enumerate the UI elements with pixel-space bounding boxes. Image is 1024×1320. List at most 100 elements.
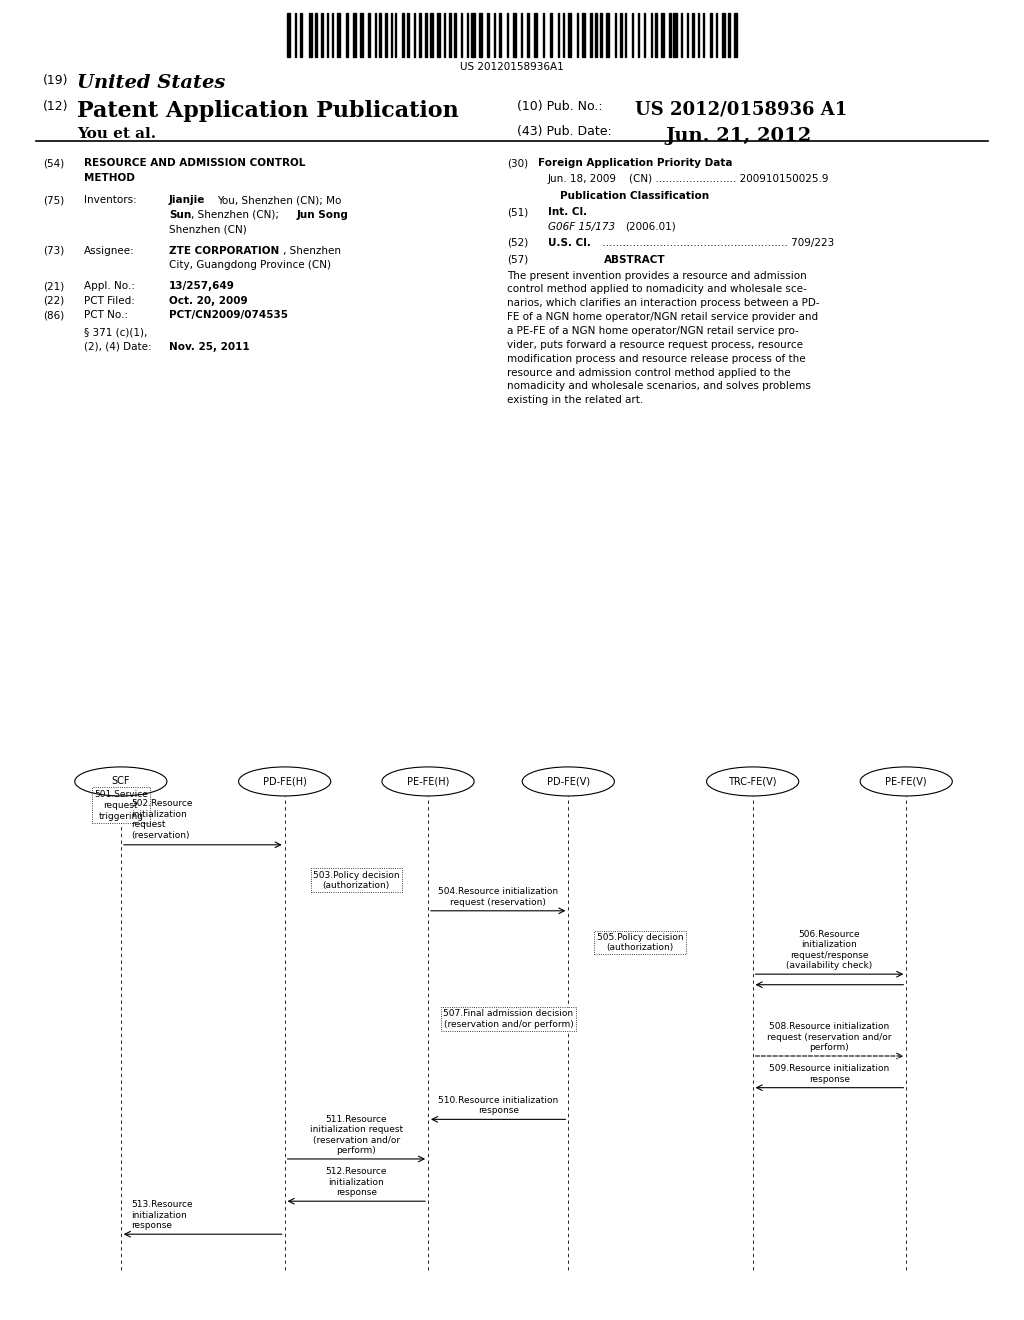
Text: PE-FE(V): PE-FE(V) [886, 776, 927, 787]
Text: Jun Song: Jun Song [297, 210, 349, 220]
Text: Publication Classification: Publication Classification [560, 191, 710, 202]
Text: Jun. 18, 2009    (CN) ........................ 200910150025.9: Jun. 18, 2009 (CN) .....................… [548, 174, 829, 185]
Bar [702, 13, 703, 57]
Bar [644, 13, 645, 57]
Text: 501.Service
request
triggering: 501.Service request triggering [94, 789, 147, 821]
Text: SCF: SCF [112, 776, 130, 787]
Bar [582, 13, 585, 57]
Text: , Shenzhen (CN);: , Shenzhen (CN); [191, 210, 283, 220]
Text: (12): (12) [43, 100, 69, 114]
Text: PCT/CN2009/074535: PCT/CN2009/074535 [169, 310, 288, 321]
Text: narios, which clarifies an interaction process between a PD-: narios, which clarifies an interaction p… [507, 298, 819, 309]
Bar [369, 13, 370, 57]
Text: (54): (54) [43, 158, 65, 169]
Text: METHOD: METHOD [84, 173, 135, 183]
Text: (2), (4) Date:: (2), (4) Date: [84, 342, 152, 352]
Bar [692, 13, 694, 57]
Text: US 20120158936A1: US 20120158936A1 [460, 62, 564, 73]
Bar [711, 13, 712, 57]
Bar [402, 13, 403, 57]
Text: § 371 (c)(1),: § 371 (c)(1), [84, 327, 147, 338]
Text: control method applied to nomadicity and wholesale sce-: control method applied to nomadicity and… [507, 284, 807, 294]
Text: 511.Resource
initialization request
(reservation and/or
perform): 511.Resource initialization request (res… [310, 1115, 402, 1155]
Bar [638, 13, 639, 57]
Bar [407, 13, 409, 57]
Text: City, Guangdong Province (CN): City, Guangdong Province (CN) [169, 260, 331, 271]
Text: PE-FE(H): PE-FE(H) [407, 776, 450, 787]
Text: (51): (51) [507, 207, 528, 218]
Bar [716, 13, 717, 57]
Bar [425, 13, 427, 57]
Bar [332, 13, 333, 57]
Bar [327, 13, 328, 57]
Bar [471, 13, 474, 57]
Bar [681, 13, 682, 57]
Bar [595, 13, 597, 57]
Text: (10) Pub. No.:: (10) Pub. No.: [517, 100, 603, 114]
Text: (30): (30) [507, 158, 528, 169]
Text: (57): (57) [507, 255, 528, 265]
Text: 13/257,649: 13/257,649 [169, 281, 234, 292]
Bar [558, 13, 559, 57]
Bar [550, 13, 552, 57]
Text: The present invention provides a resource and admission: The present invention provides a resourc… [507, 271, 807, 281]
Text: (73): (73) [43, 246, 65, 256]
Text: 513.Resource
initialization
response: 513.Resource initialization response [131, 1200, 193, 1230]
Text: PD-FE(V): PD-FE(V) [547, 776, 590, 787]
Bar [499, 13, 501, 57]
Bar [520, 13, 522, 57]
Text: a PE-FE of a NGN home operator/NGN retail service pro-: a PE-FE of a NGN home operator/NGN retai… [507, 326, 799, 337]
Text: modification process and resource release process of the: modification process and resource releas… [507, 354, 806, 364]
Bar [353, 13, 356, 57]
Bar [300, 13, 302, 57]
Bar [359, 13, 362, 57]
Bar [461, 13, 462, 57]
Bar [395, 13, 396, 57]
Text: 503.Policy decision
(authorization): 503.Policy decision (authorization) [313, 871, 399, 890]
Text: Assignee:: Assignee: [84, 246, 135, 256]
Text: You et al.: You et al. [77, 127, 156, 141]
Text: Shenzhen (CN): Shenzhen (CN) [169, 224, 247, 235]
Bar [527, 13, 529, 57]
Bar [385, 13, 387, 57]
Text: U.S. Cl.: U.S. Cl. [548, 238, 591, 248]
Bar [390, 13, 391, 57]
Bar [670, 13, 671, 57]
Bar [414, 13, 415, 57]
Bar [443, 13, 444, 57]
Text: US 2012/0158936 A1: US 2012/0158936 A1 [635, 100, 847, 119]
Bar [606, 13, 609, 57]
Bar [632, 13, 633, 57]
Bar [455, 13, 456, 57]
Bar [513, 13, 516, 57]
Text: RESOURCE AND ADMISSION CONTROL: RESOURCE AND ADMISSION CONTROL [84, 158, 305, 169]
Text: resource and admission control method applied to the: resource and admission control method ap… [507, 367, 791, 378]
Text: 507.Final admission decision
(reservation and/or perform): 507.Final admission decision (reservatio… [443, 1010, 573, 1028]
Text: (21): (21) [43, 281, 65, 292]
Bar [728, 13, 730, 57]
Text: PCT Filed:: PCT Filed: [84, 296, 135, 306]
Bar [322, 13, 324, 57]
Text: Sun: Sun [169, 210, 191, 220]
Bar [562, 13, 563, 57]
Text: Nov. 25, 2011: Nov. 25, 2011 [169, 342, 250, 352]
Bar [621, 13, 623, 57]
Bar [479, 13, 482, 57]
Text: Jianjie: Jianjie [169, 195, 209, 206]
Bar [430, 13, 433, 57]
Text: 504.Resource initialization
request (reservation): 504.Resource initialization request (res… [438, 887, 558, 907]
Bar [651, 13, 652, 57]
Bar [375, 13, 376, 57]
Bar [379, 13, 381, 57]
Bar [590, 13, 592, 57]
Text: 510.Resource initialization
response: 510.Resource initialization response [438, 1096, 558, 1115]
Text: (52): (52) [507, 238, 528, 248]
Bar [734, 13, 737, 57]
Bar [437, 13, 440, 57]
Bar [687, 13, 688, 57]
Bar [295, 13, 296, 57]
Bar [722, 13, 725, 57]
Bar [600, 13, 602, 57]
Text: You, Shenzhen (CN); Mo: You, Shenzhen (CN); Mo [217, 195, 341, 206]
Bar [614, 13, 616, 57]
